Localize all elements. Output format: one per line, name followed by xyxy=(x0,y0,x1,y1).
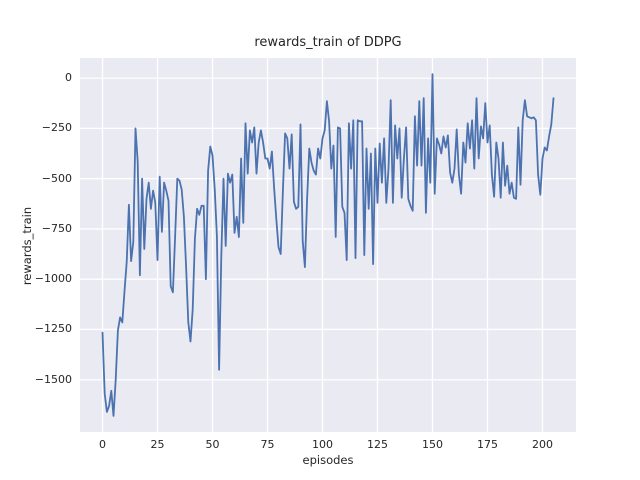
x-tick-label: 125 xyxy=(366,438,388,451)
x-tick-label: 100 xyxy=(312,438,333,451)
x-tick-label: 75 xyxy=(260,438,275,451)
rewards-train-line xyxy=(101,73,555,417)
x-tick-label: 0 xyxy=(99,438,107,451)
y-tick-label: −1500 xyxy=(34,372,72,386)
x-tick-label: 25 xyxy=(150,438,165,451)
y-tick-label: −250 xyxy=(41,121,72,135)
y-tick-label: 0 xyxy=(65,71,72,85)
x-tick-label: 150 xyxy=(421,438,443,451)
x-tick-label: 175 xyxy=(476,438,498,451)
x-tick-label: 200 xyxy=(531,438,553,451)
y-tick-label: −1250 xyxy=(34,322,72,336)
y-tick-label: −500 xyxy=(41,171,72,185)
x-axis-label: episodes xyxy=(302,453,354,467)
x-tick-label: 50 xyxy=(205,438,220,451)
gridlines xyxy=(80,58,576,432)
chart-title: rewards_train of DDPG xyxy=(254,35,402,50)
y-tick-label: −1000 xyxy=(34,272,72,286)
y-tick-label: −750 xyxy=(41,221,72,235)
plot-area xyxy=(80,58,576,432)
